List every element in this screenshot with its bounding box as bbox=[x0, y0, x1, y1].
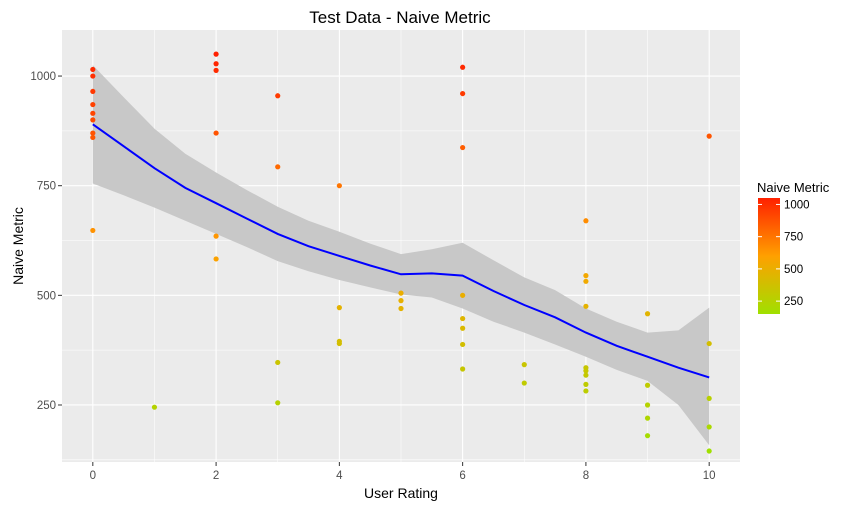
data-point bbox=[706, 395, 712, 402]
data-point bbox=[90, 101, 96, 108]
data-point bbox=[398, 305, 404, 312]
data-point bbox=[213, 51, 219, 57]
data-point bbox=[460, 144, 466, 151]
data-point bbox=[583, 218, 589, 224]
data-point bbox=[90, 73, 96, 79]
data-point bbox=[583, 372, 589, 378]
data-point bbox=[213, 130, 219, 136]
data-point bbox=[336, 183, 342, 189]
confidence-band bbox=[92, 65, 710, 446]
data-point bbox=[275, 400, 281, 406]
y-tick-label: 750 bbox=[37, 181, 56, 193]
data-point bbox=[644, 415, 651, 421]
data-point bbox=[583, 381, 589, 387]
data-point bbox=[583, 278, 589, 284]
smooth-line bbox=[92, 123, 710, 379]
y-tick-label: 1000 bbox=[30, 71, 56, 83]
confidence-ribbon bbox=[92, 65, 710, 446]
data-point bbox=[151, 404, 158, 410]
data-point bbox=[583, 388, 589, 394]
data-point bbox=[398, 290, 404, 296]
chart-title: Test Data - Naive Metric bbox=[309, 8, 491, 27]
data-point bbox=[90, 134, 96, 141]
data-point bbox=[460, 292, 466, 298]
data-point bbox=[336, 340, 342, 347]
data-point bbox=[90, 88, 96, 95]
data-point bbox=[275, 93, 281, 99]
data-point bbox=[213, 61, 219, 67]
y-axis-label: Naive Metric bbox=[10, 207, 26, 285]
smooth-trend-line bbox=[92, 123, 710, 379]
data-point bbox=[644, 311, 651, 317]
legend-label: 1000 bbox=[784, 199, 810, 211]
data-point bbox=[521, 380, 527, 386]
data-point bbox=[336, 305, 342, 311]
y-tick-label: 500 bbox=[37, 290, 56, 302]
data-point bbox=[460, 64, 466, 70]
data-point bbox=[213, 67, 219, 73]
data-point bbox=[90, 117, 96, 123]
data-point bbox=[521, 362, 527, 368]
legend-label: 250 bbox=[784, 296, 803, 308]
data-point bbox=[460, 315, 466, 322]
points bbox=[90, 51, 712, 454]
data-point bbox=[90, 66, 96, 73]
x-tick-label: 0 bbox=[90, 470, 96, 482]
data-point bbox=[583, 368, 589, 374]
y-tick-label: 250 bbox=[37, 400, 56, 412]
x-tick-label: 6 bbox=[459, 470, 465, 482]
data-point bbox=[398, 298, 404, 304]
data-point bbox=[706, 133, 712, 139]
y-axis-ticks: 250 500 750 1000 bbox=[30, 71, 62, 412]
data-point bbox=[644, 382, 651, 388]
data-point bbox=[583, 273, 589, 279]
color-legend: Naive Metric 1000 750 500 250 bbox=[757, 180, 830, 314]
x-axis-ticks: 0 2 4 6 8 10 bbox=[90, 462, 716, 482]
data-point bbox=[90, 130, 96, 136]
data-point bbox=[706, 424, 712, 430]
data-point bbox=[275, 164, 281, 170]
legend-ticks: 1000 750 500 250 bbox=[758, 199, 810, 308]
x-tick-label: 2 bbox=[213, 470, 219, 482]
data-point bbox=[90, 110, 96, 116]
data-point bbox=[460, 341, 466, 348]
x-tick-label: 10 bbox=[703, 470, 716, 482]
legend-label: 750 bbox=[784, 232, 803, 244]
x-tick-label: 4 bbox=[336, 470, 343, 482]
x-axis-label: User Rating bbox=[364, 485, 438, 501]
data-point bbox=[644, 402, 651, 408]
x-tick-label: 8 bbox=[583, 470, 589, 482]
data-point bbox=[706, 448, 712, 454]
data-point bbox=[706, 340, 712, 347]
legend-label: 500 bbox=[784, 264, 803, 276]
data-point bbox=[460, 90, 466, 97]
data-point bbox=[213, 233, 219, 239]
data-point bbox=[90, 227, 96, 234]
legend-title: Naive Metric bbox=[757, 180, 830, 195]
data-point bbox=[644, 433, 651, 439]
data-point bbox=[275, 359, 281, 366]
data-point bbox=[583, 303, 589, 309]
legend-color-bar bbox=[758, 198, 780, 314]
data-point bbox=[460, 325, 466, 331]
data-point bbox=[460, 366, 466, 372]
data-point bbox=[213, 256, 219, 262]
